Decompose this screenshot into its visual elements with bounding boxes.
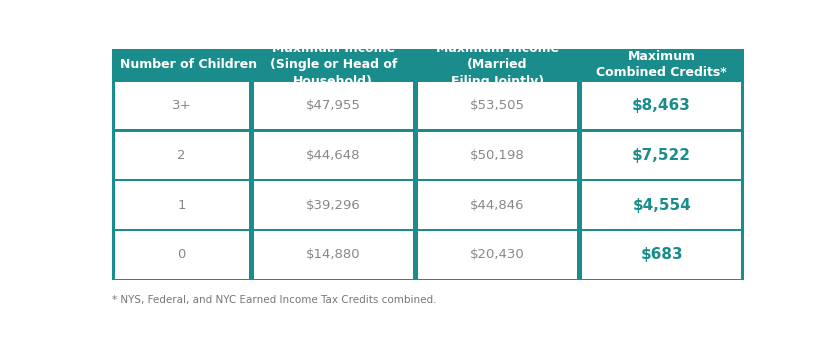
Bar [114,82,249,129]
Text: $4,554: $4,554 [632,198,691,213]
Bar [254,132,412,179]
Bar [418,181,577,229]
Bar [418,82,577,129]
Text: $7,522: $7,522 [632,148,691,163]
Bar [582,231,741,279]
Text: * NYS, Federal, and NYC Earned Income Tax Credits combined.: * NYS, Federal, and NYC Earned Income Ta… [112,295,437,305]
Bar [418,231,577,279]
Text: $44,648: $44,648 [306,149,361,162]
Bar [114,132,249,179]
Text: $14,880: $14,880 [306,248,361,261]
Text: $47,955: $47,955 [306,99,361,112]
Bar [114,181,249,229]
Text: Maximum Income
(Married
Filing Jointly): Maximum Income (Married Filing Jointly) [436,42,559,88]
Bar [254,82,412,129]
Bar [112,49,744,280]
Bar [254,231,412,279]
Text: $53,505: $53,505 [470,99,525,112]
Text: $50,198: $50,198 [470,149,524,162]
Text: $8,463: $8,463 [632,98,691,113]
Bar [114,231,249,279]
Text: 0: 0 [177,248,186,261]
Text: $44,846: $44,846 [470,199,524,211]
Text: $683: $683 [640,247,683,262]
Text: Maximum Income
(Single or Head of
Household): Maximum Income (Single or Head of Househ… [270,42,397,88]
Text: 2: 2 [177,149,186,162]
Text: Number of Children: Number of Children [120,58,257,71]
Text: $39,296: $39,296 [306,199,361,211]
Text: $20,430: $20,430 [470,248,524,261]
Text: Maximum
Combined Credits*: Maximum Combined Credits* [596,50,727,80]
Bar [582,181,741,229]
Bar [254,181,412,229]
Bar [582,132,741,179]
Bar [418,132,577,179]
Text: 3+: 3+ [172,99,191,112]
Text: 1: 1 [177,199,186,211]
Bar [582,82,741,129]
